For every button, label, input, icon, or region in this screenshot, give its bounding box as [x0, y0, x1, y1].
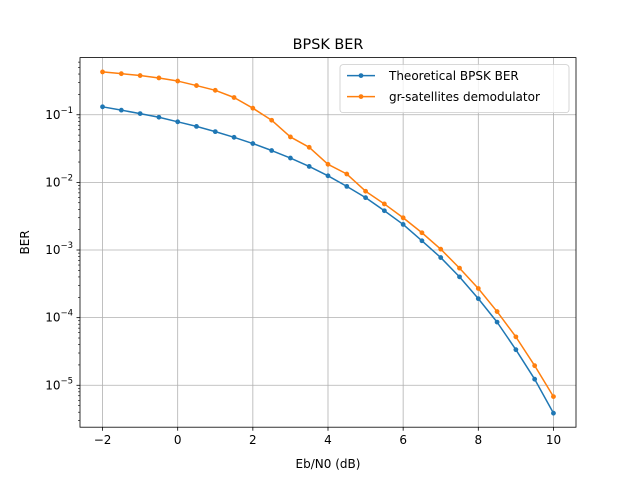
data-point	[231, 134, 237, 140]
data-point	[212, 87, 218, 93]
x-tick-label: 8	[474, 433, 482, 447]
data-point	[137, 73, 143, 78]
data-point	[156, 75, 162, 81]
data-point	[269, 148, 275, 153]
legend: Theoretical BPSK BER gr-satellites demodu…	[339, 64, 570, 113]
series-layer	[100, 69, 556, 416]
chart-title: BPSK BER	[293, 37, 364, 53]
data-point	[175, 119, 181, 125]
data-point	[419, 238, 425, 244]
legend-swatch-marker	[358, 94, 364, 99]
x-tick-label: 6	[399, 433, 407, 447]
data-point	[250, 105, 256, 111]
data-point	[325, 161, 331, 167]
data-point	[118, 107, 124, 113]
data-point	[194, 123, 199, 129]
data-point	[513, 347, 519, 353]
data-point	[306, 144, 312, 150]
data-point	[419, 230, 425, 236]
data-point	[494, 309, 500, 314]
x-tick-label: 10	[546, 433, 561, 447]
x-axis-label: Eb/N0 (dB)	[296, 457, 361, 471]
data-point	[194, 83, 199, 88]
y-tick-label: 10−1	[45, 106, 73, 122]
data-point	[438, 246, 444, 252]
data-point	[118, 71, 124, 77]
y-axis-label: BER	[18, 230, 32, 254]
y-tick-label: 10−4	[45, 309, 73, 325]
grid	[80, 57, 576, 428]
data-point	[532, 363, 538, 369]
data-point	[137, 111, 143, 117]
data-point	[438, 255, 444, 260]
data-point	[513, 334, 519, 340]
data-point	[532, 376, 538, 382]
data-point	[325, 173, 331, 179]
data-point	[381, 201, 387, 207]
data-point	[269, 117, 275, 123]
data-point	[288, 155, 293, 161]
data-point	[381, 208, 387, 214]
data-point	[457, 274, 462, 280]
x-tick-label: 0	[174, 433, 182, 447]
ticks: −2 0 2 4 6 8 10 10−5 10−4 10−3 10−2 10−1	[45, 61, 561, 447]
data-point	[457, 265, 462, 271]
data-point	[363, 188, 368, 194]
data-point	[288, 134, 293, 140]
data-point	[344, 171, 350, 177]
data-point	[175, 78, 181, 84]
legend-swatch-marker	[358, 73, 364, 78]
data-point	[344, 183, 350, 189]
y-tick-label: 10−2	[45, 173, 73, 189]
data-point	[400, 222, 406, 227]
data-point	[306, 164, 312, 169]
data-point	[363, 195, 368, 201]
data-point	[100, 69, 105, 75]
data-point	[100, 104, 105, 110]
data-point	[475, 286, 481, 291]
x-tick-label: 2	[249, 433, 257, 447]
x-tick-label: 4	[324, 433, 332, 447]
legend-box	[339, 64, 570, 113]
data-point	[551, 410, 556, 416]
data-point	[231, 95, 237, 100]
legend-label: Theoretical BPSK BER	[388, 69, 519, 83]
data-point	[400, 215, 406, 221]
data-point	[475, 296, 481, 302]
data-point	[156, 114, 162, 120]
x-tick-label: −2	[94, 433, 112, 447]
y-tick-label: 10−5	[45, 376, 73, 392]
data-point	[212, 129, 218, 135]
legend-label: gr-satellites demodulator	[389, 90, 540, 104]
y-tick-label: 10−3	[45, 241, 73, 257]
data-point	[494, 319, 500, 325]
data-point	[250, 141, 256, 146]
data-point	[551, 394, 556, 400]
